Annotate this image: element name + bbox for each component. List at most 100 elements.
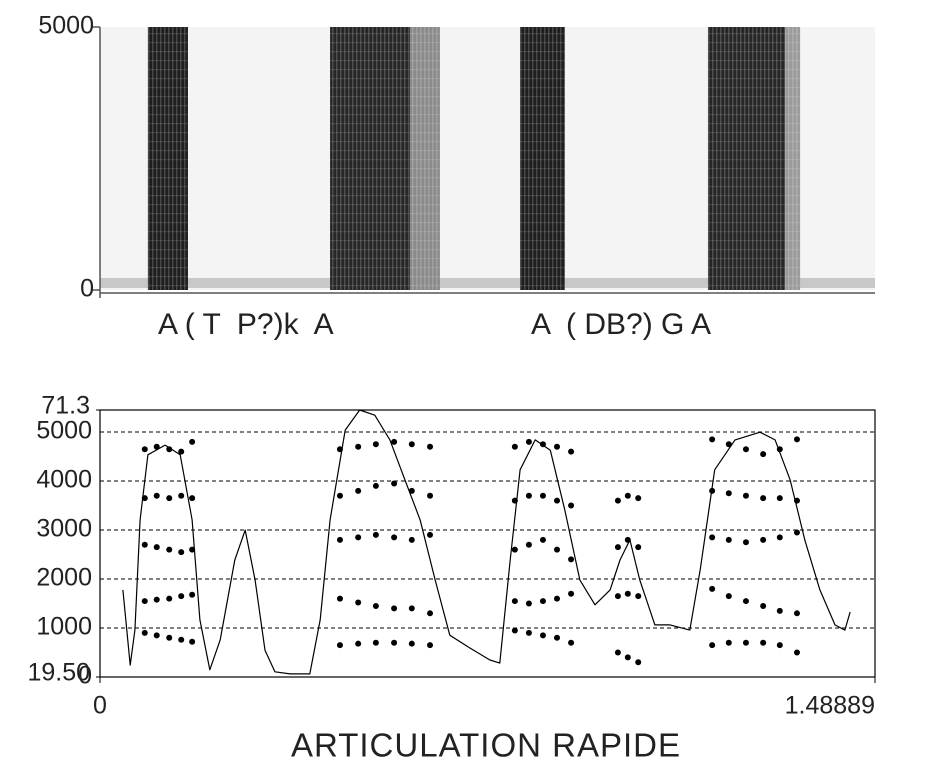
formant-point <box>427 642 434 649</box>
formant-point <box>141 629 148 636</box>
formant-point <box>153 632 160 639</box>
formant-point <box>178 636 185 643</box>
band-texture <box>330 27 411 290</box>
formant-point <box>525 492 532 499</box>
formant-point <box>554 497 561 504</box>
formant-point <box>568 502 575 509</box>
x-tick-label: 1.48889 <box>785 692 875 720</box>
formant-point <box>166 634 173 641</box>
formant-point <box>153 596 160 603</box>
formant-point <box>793 529 800 536</box>
formant-point <box>568 639 575 646</box>
formant-point <box>760 602 767 609</box>
formant-point <box>568 590 575 597</box>
formant-point <box>372 482 379 489</box>
formant-point <box>189 591 196 598</box>
formant-point <box>355 487 362 494</box>
formant-point <box>760 536 767 543</box>
y-tick-label: 2000 <box>36 564 92 592</box>
y2-tick-label: 71.3 <box>41 392 90 420</box>
formant-point <box>372 602 379 609</box>
x-axis-label: ARTICULATION RAPIDE <box>291 727 681 764</box>
y-tick-label: 4000 <box>36 466 92 494</box>
y-tick-label: 1000 <box>36 613 92 641</box>
formant-point <box>554 634 561 641</box>
formant-point <box>511 598 518 605</box>
formant-point <box>153 544 160 551</box>
formant-point <box>742 446 749 453</box>
formant-point <box>742 492 749 499</box>
formant-point <box>635 659 642 666</box>
x-tick-label: 0 <box>93 692 107 720</box>
formant-point <box>141 598 148 605</box>
formant-point <box>568 556 575 563</box>
formant-point <box>189 638 196 645</box>
formant-plot: 0 1000 2000 3000 4000 5000 19.50 71.3 0 1.48889 <box>27 392 876 720</box>
spectrogram: 0 5000 <box>38 12 875 303</box>
formant-point <box>336 642 343 649</box>
segment-label: A ( T P?)k A <box>158 308 334 341</box>
y-tick-label: 0 <box>80 275 94 303</box>
formant-point <box>166 546 173 553</box>
formant-point <box>427 443 434 450</box>
formant-point <box>372 531 379 538</box>
band-texture <box>520 27 565 290</box>
formant-point <box>427 492 434 499</box>
formant-point <box>635 593 642 600</box>
formant-point <box>709 642 716 649</box>
formant-point <box>166 595 173 602</box>
noise-floor <box>100 278 875 288</box>
formant-point <box>178 448 185 455</box>
formant-point <box>776 642 783 649</box>
formant-point <box>408 536 415 543</box>
formant-point <box>614 593 621 600</box>
formant-point <box>539 536 546 543</box>
formant-point <box>554 546 561 553</box>
formant-point <box>153 492 160 499</box>
formant-point <box>539 632 546 639</box>
formant-point <box>178 549 185 556</box>
y2-tick-label: 19.50 <box>27 659 90 687</box>
formant-point <box>427 610 434 617</box>
formant-point <box>742 539 749 546</box>
formant-point <box>408 441 415 448</box>
formant-point <box>776 607 783 614</box>
formant-point <box>776 534 783 541</box>
formant-point <box>166 446 173 453</box>
formant-point <box>391 534 398 541</box>
formant-point <box>189 438 196 445</box>
formant-point <box>742 639 749 646</box>
formant-point <box>525 438 532 445</box>
formant-point <box>391 639 398 646</box>
formant-point <box>614 497 621 504</box>
formant-point <box>725 490 732 497</box>
formant-point <box>725 639 732 646</box>
formant-point <box>355 534 362 541</box>
formant-point <box>624 492 631 499</box>
formant-point <box>793 610 800 617</box>
y-tick-label: 5000 <box>36 417 92 445</box>
formant-point <box>408 605 415 612</box>
formant-point <box>511 546 518 553</box>
formant-point <box>709 436 716 443</box>
formant-point <box>554 443 561 450</box>
formant-point <box>189 495 196 502</box>
formant-point <box>153 443 160 450</box>
formant-point <box>614 544 621 551</box>
formant-point <box>391 438 398 445</box>
formant-point <box>336 595 343 602</box>
formant-point <box>141 446 148 453</box>
formant-point <box>624 590 631 597</box>
formant-point <box>793 436 800 443</box>
intensity-curve <box>122 409 851 675</box>
formant-point <box>525 600 532 607</box>
formant-point <box>760 451 767 458</box>
formant-point <box>760 639 767 646</box>
formant-point <box>760 495 767 502</box>
formant-point <box>166 495 173 502</box>
formant-point <box>178 492 185 499</box>
band-texture <box>147 27 188 290</box>
formant-point <box>511 443 518 450</box>
formant-point <box>776 495 783 502</box>
formant-point <box>525 541 532 548</box>
